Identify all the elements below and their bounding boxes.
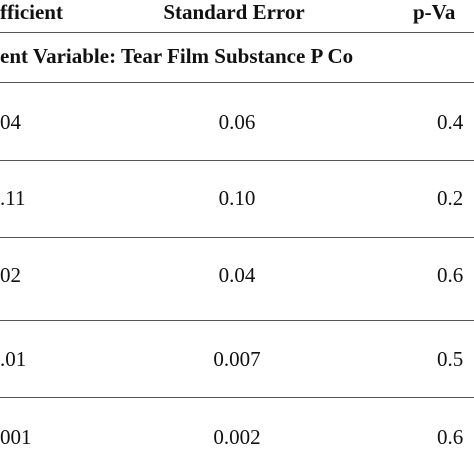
cell: 0.2 (437, 186, 464, 210)
rule (0, 237, 474, 238)
rule (0, 32, 474, 33)
cell: .11 (0, 186, 26, 210)
cell: 0.6 (437, 263, 464, 287)
rule (0, 82, 474, 83)
header-cell: Standard Error (163, 0, 305, 24)
cell: 0.007 (213, 347, 261, 371)
header-cell: fficient (0, 0, 63, 24)
cell: 0.10 (218, 186, 256, 210)
cell: 02 (0, 263, 21, 287)
rule (0, 397, 474, 398)
cell: 0.5 (437, 347, 464, 371)
header-cell: p-Va (413, 0, 456, 24)
cell: 0.002 (213, 425, 261, 449)
cell: 0.06 (218, 110, 256, 134)
cell: 0.6 (437, 425, 464, 449)
rule (0, 320, 474, 321)
cell: 04 (0, 110, 21, 134)
rule (0, 160, 474, 161)
section-label: ent Variable: Tear Film Substance P Co (0, 44, 354, 68)
cell: 0.4 (437, 110, 464, 134)
cell: 001 (0, 425, 32, 449)
cell: 0.04 (218, 263, 256, 287)
cell: .01 (0, 347, 27, 371)
